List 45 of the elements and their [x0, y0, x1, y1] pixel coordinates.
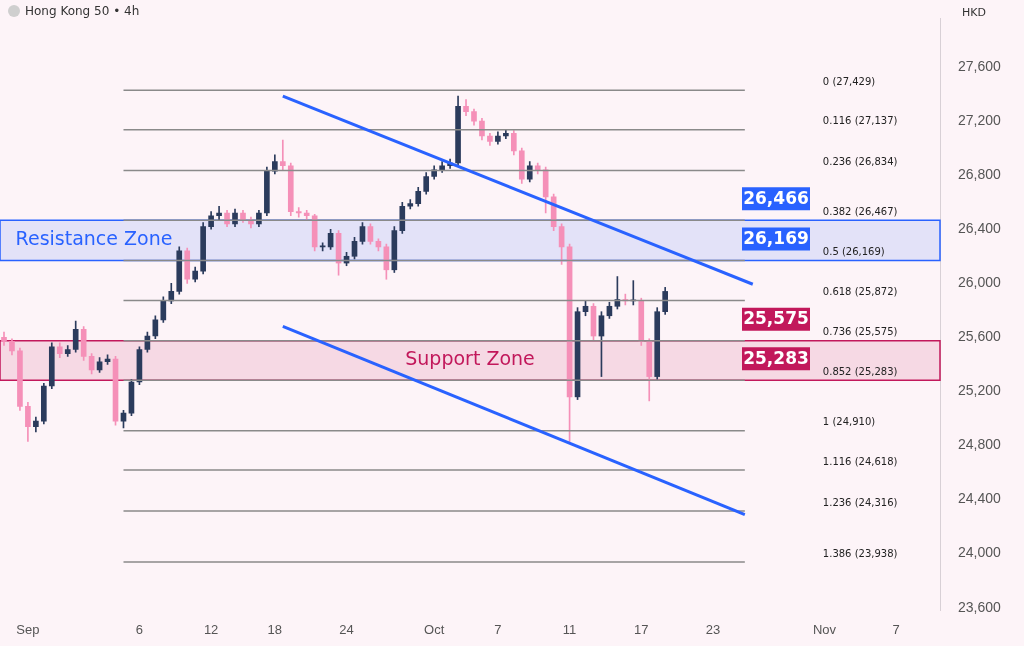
y-tick-label: 24,800 [958, 436, 1002, 453]
candlestick [295, 207, 302, 218]
x-tick-label: 24 [339, 621, 354, 637]
y-tick-label: 25,600 [958, 328, 1002, 345]
y-tick-label: 26,000 [958, 274, 1002, 291]
x-tick-label: Nov [812, 621, 837, 637]
x-tick-label: 6 [135, 621, 144, 637]
candlestick [279, 139, 286, 171]
x-tick-label: Oct [424, 621, 445, 637]
x-tick-label: 23 [705, 621, 721, 637]
text: 1.236 (24,316) [822, 496, 898, 508]
y-tick-label: 23,600 [958, 598, 1002, 615]
text: 0.852 (25,283) [822, 365, 898, 377]
text: 1.116 (24,618) [822, 455, 898, 467]
y-tick-label: 25,200 [958, 382, 1002, 399]
x-tick-label: 12 [203, 621, 219, 637]
annotation: 26,169 [743, 227, 809, 248]
x-tick-label: 7 [494, 621, 502, 637]
band-label: Support Zone [405, 347, 535, 370]
annotation: 25,575 [743, 308, 809, 329]
band-label: Resistance Zone [15, 227, 173, 250]
y-tick-label: 24,000 [958, 544, 1002, 561]
x-tick-label: 17 [634, 621, 649, 637]
chart-title: Hong Kong 50 • 4h [25, 4, 140, 18]
y-tick-label: 26,800 [958, 166, 1002, 183]
y-tick-label: 24,400 [958, 490, 1002, 507]
x-tick-label: 11 [562, 621, 577, 637]
x-tick-label: 18 [267, 621, 283, 637]
text: 1.386 (23,938) [822, 547, 898, 559]
text: 0.236 (26,834) [822, 156, 898, 168]
annotation: 26,466 [743, 187, 809, 208]
text: 1 (24,910) [822, 416, 876, 428]
text: 0.5 (26,169) [822, 246, 885, 258]
x-tick-label: Sep [16, 621, 40, 637]
text: 0.382 (26,467) [822, 205, 898, 217]
annotation: 25,283 [743, 347, 809, 368]
y-tick-label: 27,600 [958, 57, 1002, 74]
y-tick-label: 26,400 [958, 220, 1002, 237]
text: 0 (27,429) [822, 75, 876, 87]
text: 0.618 (25,872) [822, 286, 898, 298]
y-axis-title: HKD [962, 6, 986, 19]
y-tick-label: 27,200 [958, 111, 1002, 128]
text: 0.736 (25,575) [822, 326, 898, 338]
text: 0.116 (27,137) [822, 115, 898, 127]
x-tick-label: 7 [892, 621, 900, 637]
